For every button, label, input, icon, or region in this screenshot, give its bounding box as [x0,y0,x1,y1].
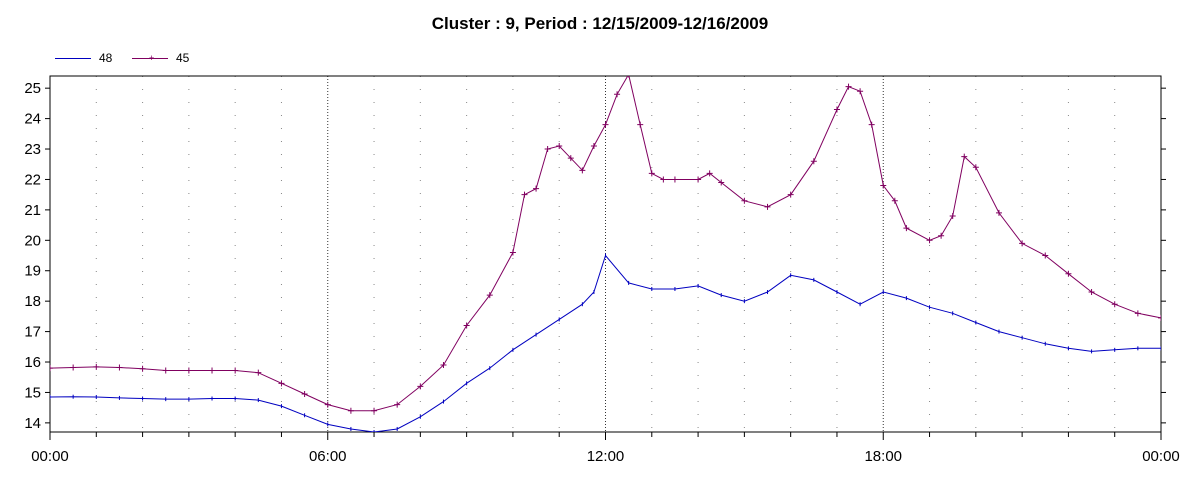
data-point-45 [787,191,794,198]
series-line-45 [50,76,1161,412]
data-point-45 [209,367,216,374]
legend-swatch-48 [55,57,91,59]
data-point-45 [567,155,574,162]
chart-title: Cluster : 9, Period : 12/15/2009-12/16/2… [431,14,769,33]
data-point-45 [903,225,910,232]
data-point-45 [938,232,945,239]
data-point-45 [590,142,597,149]
data-point-45 [139,365,146,372]
data-point-45 [880,182,887,189]
data-point-45 [533,185,540,192]
data-point-45 [602,121,609,128]
series-48 [50,253,1161,432]
data-point-45 [637,121,644,128]
data-point-45 [614,91,621,98]
series-45 [50,76,1161,414]
y-tick-label: 15 [24,384,41,401]
data-point-45 [301,390,308,397]
data-point-45 [868,121,875,128]
x-tick-label: 00:00 [31,448,69,465]
y-tick-label: 24 [24,111,41,128]
data-point-45 [741,197,748,204]
data-point-45 [463,322,470,329]
data-point-45 [1065,270,1072,277]
y-tick-label: 21 [24,202,41,219]
y-tick-label: 22 [24,171,41,188]
data-point-45 [628,76,630,78]
data-point-45 [579,167,586,174]
data-point-45 [278,380,285,387]
data-point-45 [671,176,678,183]
data-point-45 [486,292,493,299]
data-point-45 [50,365,53,372]
data-point-45 [1088,289,1095,296]
data-point-45 [1111,301,1118,308]
y-tick-label: 19 [24,263,41,280]
legend-item-48: 48 [55,50,112,66]
data-point-45 [162,367,169,374]
data-point-45 [394,401,401,408]
y-tick-label: 17 [24,324,41,341]
data-point-45 [232,367,239,374]
y-tick-label: 25 [24,80,41,97]
data-point-45 [995,209,1002,216]
data-point-45 [949,212,956,219]
data-point-45 [521,191,528,198]
data-point-45 [926,237,933,244]
data-point-45 [718,179,725,186]
data-point-45 [255,369,262,376]
data-point-45 [648,170,655,177]
legend-marker-45: + [149,52,155,63]
data-point-45 [891,197,898,204]
y-tick-label: 16 [24,354,41,371]
series-line-48 [50,254,1161,432]
data-point-45 [857,88,864,95]
data-point-45 [347,407,354,414]
legend-label-45: 45 [176,51,190,65]
data-point-45 [1158,314,1161,321]
legend-label-48: 48 [99,51,113,65]
data-point-45 [706,170,713,177]
x-tick-label: 18:00 [864,448,902,465]
data-point-45 [509,249,516,256]
y-tick-label: 18 [24,293,41,310]
data-point-45 [324,401,331,408]
data-point-45 [556,142,563,149]
data-point-45 [660,176,667,183]
x-tick-label: 06:00 [309,448,347,465]
y-tick-label: 20 [24,232,41,249]
data-point-45 [961,153,968,160]
legend-swatch-45: + [132,52,168,63]
y-tick-label: 14 [24,415,41,432]
data-point-45 [1134,310,1141,317]
data-point-45 [185,367,192,374]
data-point-45 [116,364,123,371]
data-point-45 [972,164,979,171]
x-tick-label: 12:00 [587,448,625,465]
data-point-45 [845,83,852,90]
data-point-45 [440,362,447,369]
data-point-45 [833,106,840,113]
data-point-45 [70,364,77,371]
data-point-45 [1019,240,1026,247]
data-point-45 [371,407,378,414]
data-point-45 [544,146,551,153]
data-point-45 [764,203,771,210]
data-point-45 [417,383,424,390]
data-point-45 [1042,252,1049,259]
data-point-45 [93,363,100,370]
data-point-45 [695,176,702,183]
data-point-45 [810,158,817,165]
legend-item-45: + 45 [132,50,189,66]
x-tick-label: 00:00 [1142,448,1180,465]
y-tick-label: 23 [24,141,41,158]
